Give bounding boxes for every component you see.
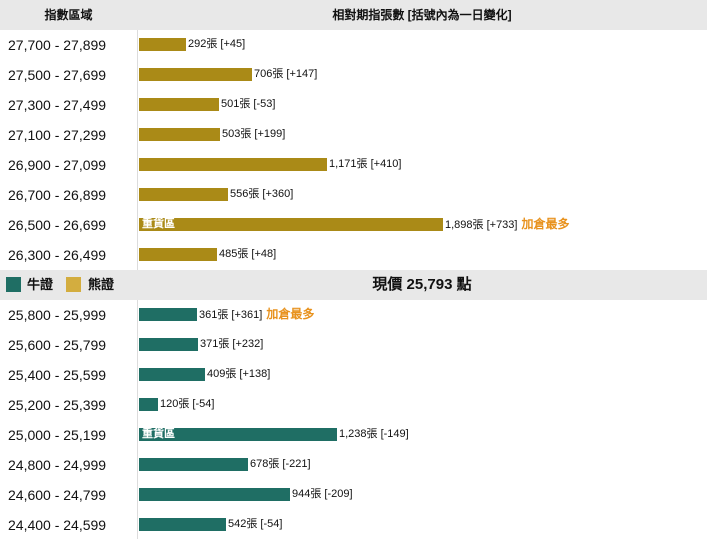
- bull-bar: [139, 518, 226, 531]
- index-range-label: 24,800 - 24,999: [8, 457, 107, 473]
- bar-value-label: 409張 [+138]: [207, 367, 270, 381]
- bear-legend-label: 熊證: [88, 277, 115, 292]
- contracts-change-text: 678張 [-221]: [250, 458, 311, 470]
- contracts-change-text: 371張 [+232]: [200, 338, 264, 350]
- index-range-label: 25,400 - 25,599: [8, 367, 107, 383]
- bull-bar: [139, 488, 290, 501]
- bar-value-label: 371張 [+232]: [200, 337, 263, 351]
- contracts-change-text: 361張 [+361]: [199, 309, 263, 321]
- bear-row: 26,300 - 26,499 485張 [+48]: [0, 240, 707, 270]
- index-range-label: 27,500 - 27,699: [8, 67, 107, 83]
- contracts-change-text: 503張 [+199]: [222, 128, 286, 140]
- contracts-change-text: 409張 [+138]: [207, 368, 271, 380]
- bear-row: 27,500 - 27,699 706張 [+147]: [0, 60, 707, 90]
- contracts-change-text: 292張 [+45]: [188, 38, 246, 50]
- column-divider-top: [137, 30, 138, 270]
- contracts-change-text: 501張 [-53]: [221, 98, 276, 110]
- current-price: 現價 25,793 點: [372, 276, 472, 293]
- bear-row: 26,900 - 27,099 1,171張 [+410]: [0, 150, 707, 180]
- bear-bar: [139, 248, 217, 261]
- contracts-change-text: 120張 [-54]: [160, 398, 215, 410]
- bear-bar: [139, 158, 327, 171]
- bar-value-label: 678張 [-221]: [250, 457, 311, 471]
- bull-row: 24,400 - 24,599 542張 [-54]: [0, 510, 707, 540]
- bar-value-label: 120張 [-54]: [160, 397, 214, 411]
- index-range-label: 26,300 - 26,499: [8, 247, 107, 263]
- heavy-zone-tag: 重貨區: [142, 428, 175, 440]
- contracts-change-text: 542張 [-54]: [228, 518, 283, 530]
- contracts-change-text: 556張 [+360]: [230, 188, 294, 200]
- bear-bar: [139, 38, 186, 51]
- index-range-label: 27,300 - 27,499: [8, 97, 107, 113]
- bar-value-label: 503張 [+199]: [222, 127, 285, 141]
- bar-value-label: 542張 [-54]: [228, 517, 282, 531]
- index-range-label: 24,400 - 24,599: [8, 517, 107, 533]
- index-range-label: 27,100 - 27,299: [8, 127, 107, 143]
- bull-row: 24,600 - 24,799 944張 [-209]: [0, 480, 707, 510]
- bull-bar: [139, 398, 158, 411]
- bull-bar: [139, 338, 198, 351]
- index-range-label: 26,700 - 26,899: [8, 187, 107, 203]
- index-range-label: 25,600 - 25,799: [8, 337, 107, 353]
- bull-bar: 重貨區: [139, 428, 337, 441]
- bear-row: 26,700 - 26,899 556張 [+360]: [0, 180, 707, 210]
- current-price-bar: 牛證 熊證 現價 25,793 點: [0, 270, 707, 300]
- bull-bar: [139, 368, 205, 381]
- bull-bar: [139, 458, 248, 471]
- bar-value-label: 1,898張 [+733] 加倉最多: [445, 217, 570, 231]
- bull-row: 25,600 - 25,799 371張 [+232]: [0, 330, 707, 360]
- bar-value-label: 706張 [+147]: [254, 67, 317, 81]
- contracts-change-text: 706張 [+147]: [254, 68, 318, 80]
- index-range-label: 26,900 - 27,099: [8, 157, 107, 173]
- index-range-label: 25,800 - 25,999: [8, 307, 107, 323]
- contracts-change-text: 944張 [-209]: [292, 488, 353, 500]
- index-range-label: 25,200 - 25,399: [8, 397, 107, 413]
- bar-value-label: 556張 [+360]: [230, 187, 293, 201]
- index-range-label: 27,700 - 27,899: [8, 37, 107, 53]
- bear-row: 26,500 - 26,699 重貨區 1,898張 [+733] 加倉最多: [0, 210, 707, 240]
- bull-row: 25,000 - 25,199 重貨區 1,238張 [-149]: [0, 420, 707, 450]
- bull-bar: [139, 308, 197, 321]
- bar-value-label: 1,238張 [-149]: [339, 427, 409, 441]
- bear-bar: [139, 128, 220, 141]
- contracts-change-text: 1,898張 [+733]: [445, 219, 518, 231]
- bar-value-label: 944張 [-209]: [292, 487, 353, 501]
- bear-legend-swatch: [66, 277, 81, 292]
- bull-row: 25,200 - 25,399 120張 [-54]: [0, 390, 707, 420]
- bear-bar: [139, 98, 219, 111]
- bar-value-label: 1,171張 [+410]: [329, 157, 401, 171]
- bull-legend-label: 牛證: [27, 277, 54, 292]
- bear-bar: [139, 68, 252, 81]
- contracts-change-text: 1,238張 [-149]: [339, 428, 409, 440]
- bar-value-label: 501張 [-53]: [221, 97, 275, 111]
- heavy-zone-tag: 重貨區: [142, 218, 175, 230]
- contracts-change-text: 1,171張 [+410]: [329, 158, 402, 170]
- bar-value-label: 292張 [+45]: [188, 37, 245, 51]
- bear-bar: [139, 188, 228, 201]
- bear-row: 27,100 - 27,299 503張 [+199]: [0, 120, 707, 150]
- most-added-note: 加倉最多: [521, 217, 570, 231]
- bear-row: 27,300 - 27,499 501張 [-53]: [0, 90, 707, 120]
- index-range-label: 25,000 - 25,199: [8, 427, 107, 443]
- bar-value-label: 485張 [+48]: [219, 247, 276, 261]
- contracts-change-text: 485張 [+48]: [219, 248, 277, 260]
- contracts-column-header: 相對期指張數 [括號內為一日變化]: [332, 8, 512, 22]
- most-added-note: 加倉最多: [266, 307, 315, 321]
- bull-legend-swatch: [6, 277, 21, 292]
- bull-row: 24,800 - 24,999 678張 [-221]: [0, 450, 707, 480]
- table-header: 指數區域 相對期指張數 [括號內為一日變化]: [0, 0, 707, 30]
- bear-row: 27,700 - 27,899 292張 [+45]: [0, 30, 707, 60]
- range-column-header: 指數區域: [44, 8, 93, 22]
- index-range-label: 24,600 - 24,799: [8, 487, 107, 503]
- bear-bar: 重貨區: [139, 218, 443, 231]
- column-divider-bottom: [137, 300, 138, 539]
- index-range-label: 26,500 - 26,699: [8, 217, 107, 233]
- bar-value-label: 361張 [+361] 加倉最多: [199, 307, 314, 321]
- bull-row: 25,800 - 25,999 361張 [+361] 加倉最多: [0, 300, 707, 330]
- bull-row: 25,400 - 25,599 409張 [+138]: [0, 360, 707, 390]
